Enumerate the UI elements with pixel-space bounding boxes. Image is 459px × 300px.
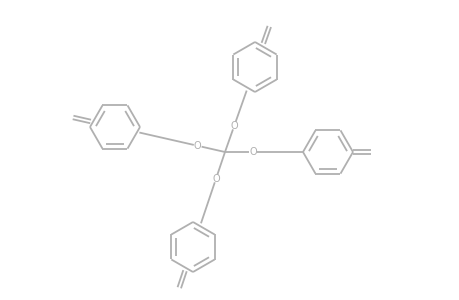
- Text: O: O: [212, 173, 219, 184]
- Text: O: O: [249, 147, 256, 157]
- Text: O: O: [230, 121, 238, 130]
- Text: O: O: [193, 141, 201, 151]
